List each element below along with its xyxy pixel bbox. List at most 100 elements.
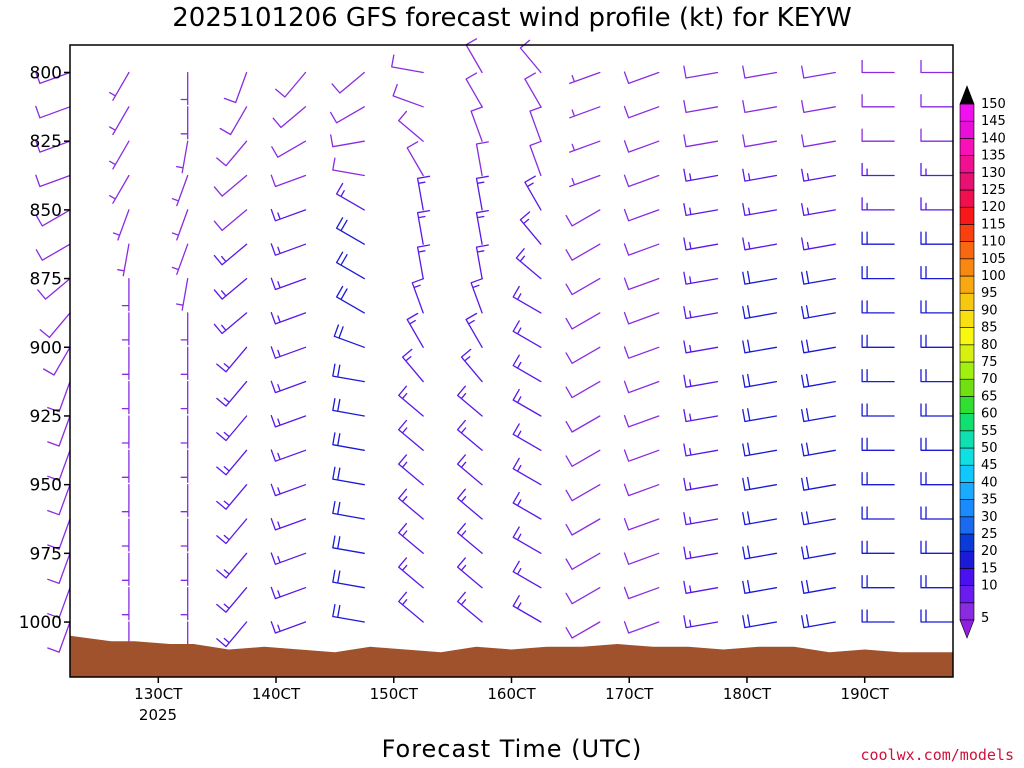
wind-barb [475,175,489,211]
wind-barb [332,466,365,486]
colorbar-swatch [959,120,975,139]
wind-barb-shape [801,408,836,423]
wind-barb-shape [742,202,778,217]
colorbar-swatch [959,103,975,122]
wind-barb-shape [683,615,719,629]
wind-barb-shape [801,237,836,251]
x-tick-label: 180CT [723,685,772,703]
wind-barb-shape [742,408,778,423]
wind-barb-shape [683,271,719,285]
wind-barb-shape [216,346,248,373]
wind-barb-shape [270,621,307,634]
colorbar-swatch [959,602,975,621]
wind-barb-shape [180,106,189,140]
wind-barb-shape [920,506,954,520]
wind-barb [565,587,601,605]
wind-barb-shape [180,415,189,449]
wind-barb [801,579,836,594]
wind-barb-shape [801,545,836,560]
wind-barb [683,237,719,251]
wind-barb [861,368,895,383]
wind-barb-shape [529,106,542,142]
colorbar-label: 95 [981,286,998,301]
wind-barb [801,408,836,423]
wind-barb [512,320,542,348]
wind-barb-shape [623,346,660,359]
colorbar-label: 75 [981,355,998,370]
wind-barb-shape [180,71,189,106]
wind-barb-shape [920,472,954,486]
colorbar-label: 25 [981,527,998,542]
wind-barb [39,312,71,339]
colorbar-swatch [959,275,975,294]
wind-barb-shape [47,587,71,619]
wind-barb [270,380,307,394]
wind-barb-shape [683,477,719,491]
wind-barb [216,587,248,613]
wind-barb-shape [623,105,660,119]
wind-barb-shape [742,168,778,182]
wind-barb [270,208,307,222]
wind-barb-shape [861,368,895,383]
wind-barb-shape [529,140,542,177]
wind-barb-shape [47,380,71,413]
wind-barb [512,354,542,383]
wind-barb [180,312,189,346]
wind-barb-shape [861,94,895,108]
wind-barb [175,140,189,174]
wind-barb [335,285,365,314]
colorbar-swatch [959,241,975,260]
wind-barb-shape [801,614,836,629]
wind-barb-shape [180,587,189,621]
wind-barb [332,604,365,623]
wind-barb [683,477,719,491]
wind-barb [109,140,130,170]
wind-barb-shape [398,110,424,142]
wind-barb-shape [216,552,248,579]
wind-barb-shape [512,457,542,486]
wind-barb [519,39,542,74]
wind-barb-shape [216,380,248,407]
wind-barb-shape [335,251,365,280]
wind-barb-shape [920,265,954,280]
wind-barb [332,397,365,417]
wind-barb [216,449,248,476]
wind-barb [683,306,719,320]
y-tick-label: 1000 [19,613,62,633]
colorbar-label: 55 [981,424,998,439]
wind-barb-shape [524,72,542,108]
wind-barb [270,346,307,359]
wind-barb-shape [465,72,483,108]
wind-barb [216,621,248,648]
colorbar-label: 5 [981,611,989,626]
wind-barb [47,518,71,550]
wind-barb-shape [42,346,71,376]
wind-barb [623,518,660,531]
y-tick-label: 850 [30,201,62,221]
wind-barb-shape [801,476,836,491]
wind-barb-shape [861,265,895,280]
wind-barb [512,595,542,623]
wind-barb [411,278,425,314]
wind-barb-shape [332,569,365,589]
wind-barb [35,140,71,153]
colorbar-label: 115 [981,217,1006,232]
wind-barb-shape [742,99,778,114]
wind-barb-shape [416,209,431,245]
colorbar-label: 85 [981,321,998,336]
wind-barb-shape [475,175,489,211]
wind-barb-shape [920,94,954,108]
wind-barb-shape [742,134,778,148]
wind-barb-shape [47,518,71,550]
wind-barb-shape [411,278,425,314]
wind-barb [109,71,130,101]
colorbar-swatch [959,378,975,397]
wind-barb-shape [801,270,836,285]
colorbar-swatch [959,310,975,328]
wind-barb-shape [332,157,365,177]
wind-barb-shape [475,209,489,245]
wind-barb [742,202,778,217]
wind-barb [861,472,895,486]
wind-barb-shape [456,557,483,589]
wind-barb [742,373,778,388]
